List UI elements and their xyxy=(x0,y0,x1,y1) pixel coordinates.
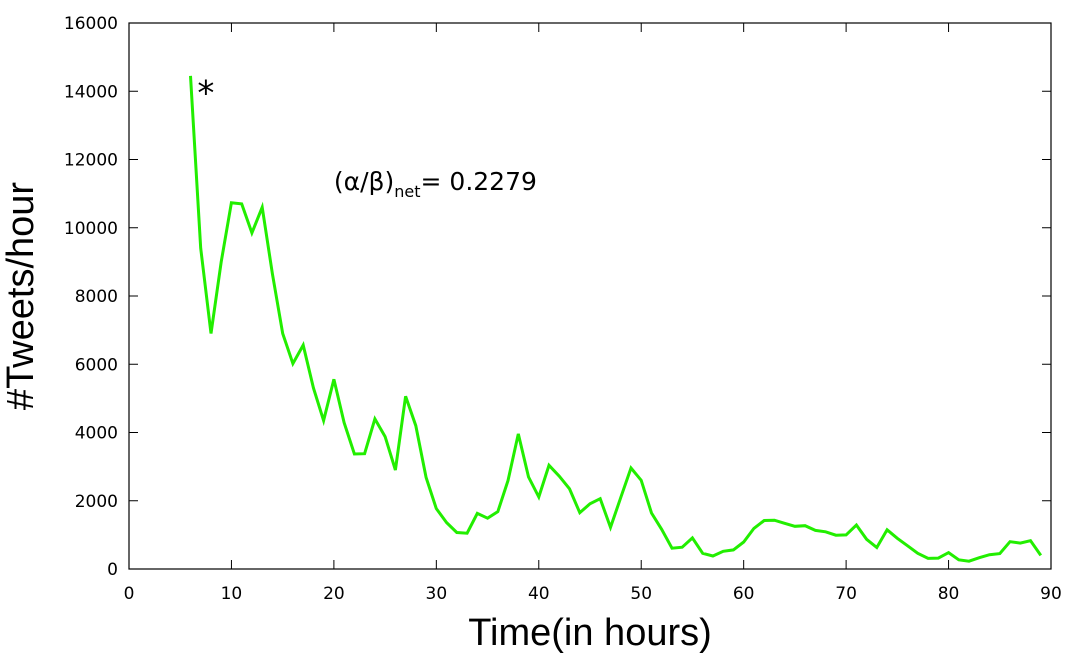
y-tick-label: 6000 xyxy=(75,355,118,375)
annotation-text: (α/β)net= 0.2279 xyxy=(334,167,537,201)
series-layer xyxy=(189,75,1043,563)
annotation-layer: (α/β)net= 0.2279 * xyxy=(197,73,537,201)
plot-frame xyxy=(128,22,1052,570)
y-tick-label: 4000 xyxy=(75,424,118,444)
y-axis-ticks: 0 2000 4000 6000 8000 10000 12000 14000 16000 xyxy=(64,14,1051,580)
x-tick-label: 70 xyxy=(835,584,857,604)
y-tick-label: 2000 xyxy=(75,492,118,512)
x-axis-title: Time(in hours) xyxy=(468,612,712,653)
x-tick-label: 90 xyxy=(1040,584,1062,604)
x-tick-label: 10 xyxy=(221,584,243,604)
y-axis-title: #Tweets/hour xyxy=(0,182,42,410)
y-tick-label: 10000 xyxy=(64,219,118,239)
y-tick-label: 0 xyxy=(107,560,118,580)
y-tick-label: 16000 xyxy=(64,14,118,34)
x-tick-label: 0 xyxy=(124,584,135,604)
x-tick-label: 20 xyxy=(323,584,345,604)
x-tick-label: 60 xyxy=(733,584,755,604)
y-tick-label: 12000 xyxy=(64,151,118,171)
y-tick-label: 14000 xyxy=(64,82,118,102)
y-tick-label: 8000 xyxy=(75,287,118,307)
x-axis-ticks: 0 10 20 30 40 50 60 70 80 90 xyxy=(124,23,1062,604)
x-tick-label: 40 xyxy=(528,584,550,604)
x-tick-label: 50 xyxy=(630,584,652,604)
series-line xyxy=(189,75,1043,563)
peak-marker: * xyxy=(197,73,214,113)
x-tick-label: 80 xyxy=(938,584,960,604)
x-tick-label: 30 xyxy=(426,584,448,604)
